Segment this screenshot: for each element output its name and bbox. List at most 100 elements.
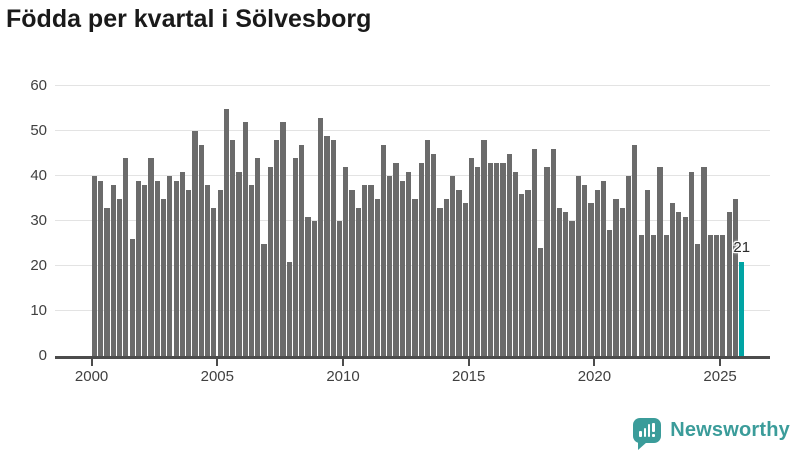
bar	[670, 203, 676, 356]
bar	[538, 248, 544, 356]
bar	[651, 234, 657, 356]
bar	[154, 180, 160, 356]
bar	[330, 140, 336, 356]
x-axis-label-2000: 2000	[74, 368, 109, 385]
bar	[324, 135, 330, 356]
bar	[343, 167, 349, 356]
highlight-bar	[739, 261, 745, 356]
bar	[299, 144, 305, 356]
highlight-value-label: 21	[733, 238, 751, 256]
bar	[362, 185, 368, 356]
bar	[456, 189, 462, 356]
bar	[110, 185, 116, 356]
y-axis-label-0: 0	[38, 347, 47, 364]
bar	[217, 189, 223, 356]
y-axis-label-20: 20	[30, 257, 47, 274]
bar	[336, 221, 343, 356]
bar	[519, 194, 525, 356]
bar	[129, 239, 135, 356]
bar	[506, 153, 512, 356]
bar	[688, 171, 695, 356]
bar	[450, 176, 456, 356]
logo-exclamation-glyph	[652, 423, 656, 437]
bar	[487, 162, 493, 356]
bar	[204, 185, 211, 356]
x-axis-label-2020: 2020	[577, 368, 612, 385]
gridline-y60	[55, 85, 770, 86]
bar	[556, 207, 563, 356]
gridline-y40	[55, 175, 770, 176]
bar	[500, 162, 506, 356]
bar	[167, 176, 173, 356]
brand-name: Newsworthy	[670, 419, 790, 441]
bar	[192, 131, 198, 356]
bar	[223, 108, 229, 356]
x-axis-tick-2020	[593, 359, 596, 366]
bar	[632, 144, 638, 356]
bar	[707, 234, 713, 356]
bar	[676, 212, 682, 356]
bar	[619, 207, 625, 356]
x-axis-tick-2005	[216, 359, 219, 366]
y-axis-label-50: 50	[30, 122, 47, 139]
bar	[701, 167, 707, 356]
bar	[349, 189, 355, 356]
bar	[280, 122, 286, 356]
bar	[148, 158, 154, 356]
bar	[600, 180, 607, 356]
bar	[644, 189, 651, 356]
y-axis-label-60: 60	[30, 77, 47, 94]
x-axis-tick-2025	[719, 359, 722, 366]
bar	[186, 189, 192, 356]
bar	[355, 207, 361, 356]
bar	[663, 234, 669, 356]
bar	[695, 243, 701, 356]
bar	[261, 243, 267, 356]
bar	[613, 198, 619, 356]
bar	[582, 185, 588, 356]
bar	[437, 207, 443, 356]
plot-area: 0 10 20 30 40 50 60 2000 2005 2010 2015 2020 2025 21	[30, 77, 770, 385]
bar	[657, 167, 663, 356]
bar	[104, 207, 110, 356]
bar	[305, 216, 311, 356]
bar	[142, 185, 148, 356]
bar	[481, 140, 487, 356]
bar	[412, 198, 418, 356]
bar	[248, 185, 255, 356]
bar	[311, 221, 317, 356]
bar	[443, 198, 449, 356]
bar	[563, 212, 569, 356]
bar	[255, 158, 261, 356]
bar	[494, 162, 500, 356]
chart-title: Födda per kvartal i Sölvesborg	[6, 5, 372, 33]
x-axis-tick-2000	[90, 359, 93, 366]
bar	[173, 180, 179, 356]
bar	[380, 144, 387, 356]
bar	[286, 261, 292, 356]
y-axis-label-30: 30	[30, 212, 47, 229]
bar	[374, 198, 380, 356]
bar	[468, 158, 475, 356]
bar	[399, 180, 405, 356]
bar	[588, 203, 594, 356]
bar	[475, 167, 481, 356]
x-axis-tick-2015	[467, 359, 470, 366]
y-axis-label-10: 10	[30, 302, 47, 319]
bar	[594, 189, 600, 356]
bar	[726, 212, 732, 356]
bar	[135, 180, 141, 356]
bar	[211, 207, 217, 356]
bar	[607, 230, 613, 356]
bar	[575, 176, 581, 356]
bar	[462, 203, 468, 356]
bar	[569, 221, 575, 356]
logo-bars-glyph	[639, 423, 656, 437]
bar	[179, 171, 185, 356]
bar	[544, 167, 550, 356]
bar	[198, 144, 204, 356]
bar	[525, 189, 531, 356]
logo-speech-tail	[638, 442, 648, 450]
bar	[274, 140, 280, 356]
